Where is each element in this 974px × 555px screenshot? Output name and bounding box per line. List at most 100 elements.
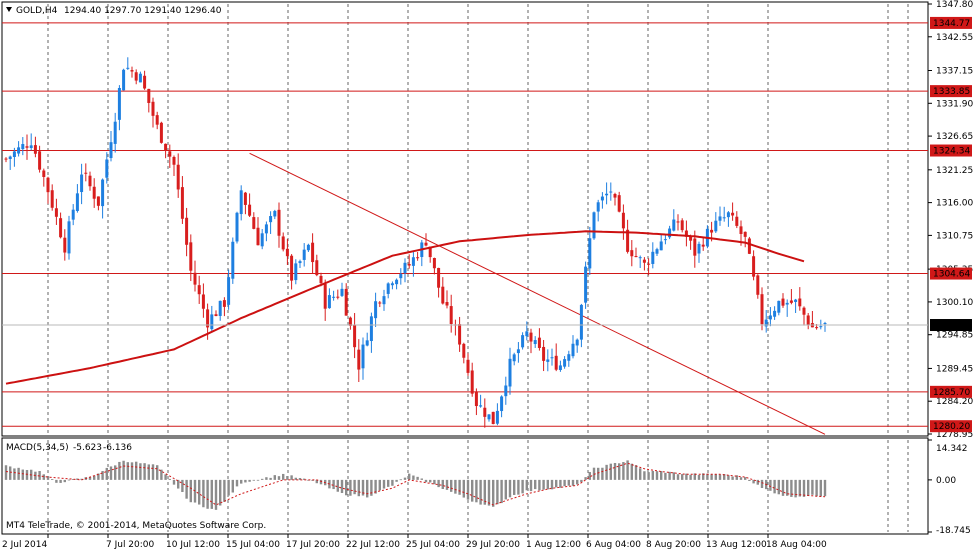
- candle-body: [546, 359, 550, 362]
- macd-bar: [744, 477, 747, 480]
- macd-bar: [114, 465, 117, 480]
- macd-bar: [781, 479, 785, 496]
- macd-bar: [773, 479, 776, 494]
- macd-bar: [777, 479, 780, 495]
- macd-bar: [55, 479, 58, 483]
- macd-bar: [101, 471, 104, 480]
- candle-body: [168, 151, 172, 157]
- macd-bar: [420, 478, 423, 480]
- macd-bar: [517, 479, 520, 495]
- macd-bar: [357, 479, 360, 497]
- macd-bar: [13, 468, 16, 480]
- candle-body: [735, 216, 739, 226]
- y-tick-label: 1294.85: [936, 331, 973, 341]
- macd-bar: [76, 478, 79, 480]
- trendline-group[interactable]: [249, 152, 826, 435]
- candle-body: [508, 358, 512, 387]
- candle-body: [689, 235, 693, 241]
- macd-bar: [622, 462, 625, 480]
- macd-bar: [25, 469, 29, 480]
- candle-body: [710, 229, 714, 233]
- candle-body: [382, 296, 386, 305]
- macd-bar: [626, 460, 629, 480]
- macd-bar: [147, 464, 150, 480]
- chevron-down-icon[interactable]: [6, 7, 12, 12]
- macd-bar: [819, 479, 822, 497]
- candle-body: [260, 233, 264, 247]
- candle-body: [378, 302, 382, 304]
- macd-bar: [248, 479, 251, 482]
- candle-body: [101, 179, 105, 207]
- candle-body: [655, 249, 659, 254]
- candle-body: [521, 335, 525, 348]
- macd-bar: [471, 479, 474, 502]
- macd-bar: [336, 479, 339, 492]
- level-label: 1344.77: [933, 19, 970, 29]
- x-tick-label: 6 Aug 04:00: [586, 540, 641, 550]
- macd-bar: [525, 479, 528, 491]
- candle-body: [403, 262, 407, 274]
- macd-bar: [542, 479, 545, 490]
- macd-bar: [811, 479, 814, 495]
- candle-body: [613, 194, 617, 198]
- x-tick-label: 25 Jul 04:00: [406, 540, 460, 550]
- candle-body: [500, 396, 504, 412]
- candle-body: [504, 385, 508, 397]
- macd-bar: [63, 479, 66, 483]
- candle-body: [84, 172, 88, 174]
- candle-body: [516, 349, 520, 354]
- horizontal-levels[interactable]: [2, 22, 928, 427]
- candle-body: [768, 315, 772, 320]
- level-label: 1280.20: [933, 422, 970, 432]
- candle-body: [474, 391, 478, 407]
- macd-bar: [366, 479, 369, 498]
- candle-body: [206, 309, 210, 328]
- macd-bar: [156, 465, 159, 480]
- candle-body: [512, 354, 516, 362]
- candle-body: [336, 296, 340, 298]
- candle-body: [273, 210, 277, 217]
- macd-bar: [807, 479, 810, 496]
- price-pane[interactable]: [1, 1, 929, 437]
- candle-body: [428, 246, 432, 258]
- current-price-label: 1296.40: [933, 321, 970, 331]
- time-axis: 2 Jul 2014 7 Jul 20:00 10 Jul 12:00 15 Jul …: [2, 534, 827, 550]
- candle-body: [17, 147, 21, 154]
- macd-bar: [4, 465, 8, 480]
- macd-bar: [290, 475, 293, 480]
- macd-bar: [252, 479, 255, 481]
- candle-body: [193, 272, 197, 285]
- macd-bar: [340, 479, 344, 494]
- candle-body: [668, 228, 672, 238]
- candle-body: [487, 414, 491, 420]
- macd-bar: [685, 473, 688, 480]
- x-tick-label: 18 Aug 04:00: [766, 540, 827, 550]
- level-label: 1304.64: [933, 270, 970, 280]
- candle-body: [605, 193, 609, 196]
- candle-body: [634, 256, 638, 258]
- macd-bar: [643, 471, 646, 480]
- macd-bar: [706, 473, 709, 480]
- x-tick-label: 17 Jul 20:00: [286, 540, 340, 550]
- x-tick-label: 8 Aug 20:00: [646, 540, 701, 550]
- macd-axis: 14.342 0.00 -18.745: [928, 439, 971, 536]
- macd-bar: [546, 479, 549, 490]
- macd-bar: [298, 477, 302, 480]
- symbol-label: GOLD,H4: [16, 6, 58, 16]
- macd-bar: [815, 479, 818, 497]
- candle-body: [353, 325, 357, 348]
- candle-body: [626, 229, 630, 252]
- macd-main-value: -5.623: [73, 443, 102, 453]
- candle-body: [38, 151, 42, 170]
- macd-bar: [714, 474, 717, 480]
- candle-body: [781, 298, 785, 306]
- candle-body: [584, 266, 588, 303]
- macd-bar: [97, 473, 100, 480]
- copyright-text: MT4 TeleTrade, © 2001-2014, MetaQuotes S…: [6, 521, 266, 531]
- macd-bar: [513, 479, 516, 495]
- macd-bar: [601, 467, 604, 480]
- macd-bar: [244, 479, 247, 483]
- candle-body: [105, 159, 109, 178]
- candle-body: [54, 208, 58, 217]
